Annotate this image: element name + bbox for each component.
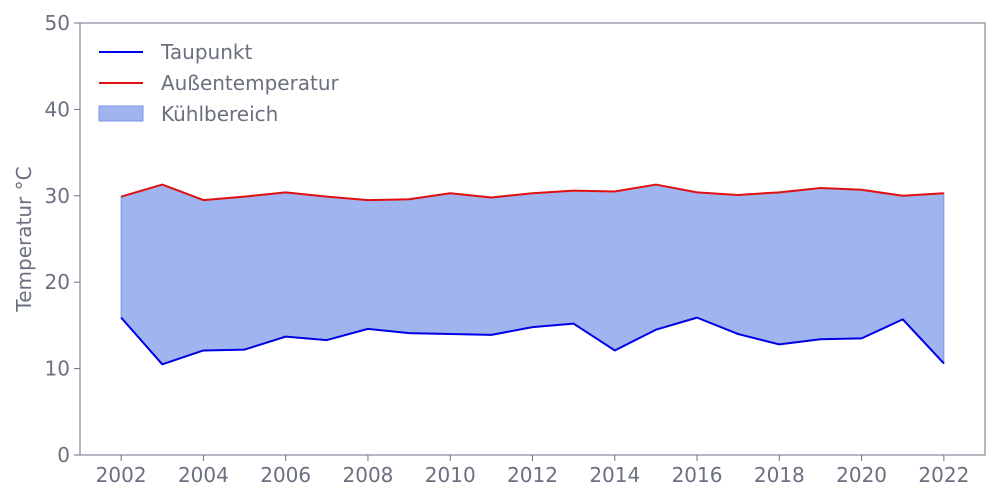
legend-label: Taupunkt xyxy=(160,40,252,64)
x-tick-label: 2004 xyxy=(178,463,229,487)
y-tick-label: 10 xyxy=(45,357,70,381)
y-tick-label: 30 xyxy=(45,184,70,208)
plot-area xyxy=(120,183,945,366)
x-tick-label: 2018 xyxy=(754,463,805,487)
x-tick-label: 2020 xyxy=(836,463,887,487)
legend: Taupunkt Außentemperatur Kühlbereich xyxy=(98,40,340,126)
series-line-außentemperatur xyxy=(120,183,944,202)
x-tick-label: 2014 xyxy=(589,463,640,487)
x-tick-label: 2016 xyxy=(672,463,723,487)
y-tick-label: 40 xyxy=(45,97,70,121)
legend-swatch xyxy=(98,105,144,122)
x-tick-label: 2002 xyxy=(96,463,147,487)
x-tick-label: 2012 xyxy=(507,463,558,487)
x-tick-label: 2022 xyxy=(918,463,969,487)
y-tick-label: 20 xyxy=(45,270,70,294)
y-tick-label: 0 xyxy=(57,443,70,467)
x-tick-label: 2008 xyxy=(343,463,394,487)
y-axis-label: Temperatur °C xyxy=(12,166,36,312)
x-tick-label: 2010 xyxy=(425,463,476,487)
legend-label: Kühlbereich xyxy=(161,102,278,126)
series-line-taupunkt xyxy=(120,316,945,366)
legend-label: Außentemperatur xyxy=(161,71,340,95)
cooling-range-area xyxy=(120,184,945,365)
axes: 2002 2004 2006 2008 2010 2012 2014 2016 2018 2020… xyxy=(45,11,986,487)
y-tick-label: 50 xyxy=(45,11,70,35)
x-tick-label: 2006 xyxy=(260,463,311,487)
